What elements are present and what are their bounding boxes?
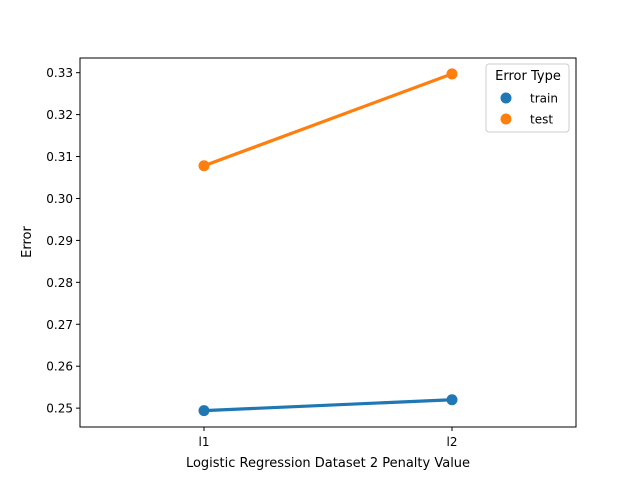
data-point-train	[446, 394, 458, 406]
series-layer	[198, 68, 458, 417]
legend-marker-train	[500, 92, 512, 104]
legend-label-test: test	[530, 113, 553, 127]
data-point-test	[446, 68, 458, 80]
y-tick-label: 0.33	[46, 66, 73, 80]
y-tick-label: 0.26	[46, 360, 73, 374]
legend-title: Error Type	[495, 69, 561, 84]
plot-frame	[79, 57, 577, 428]
y-axis: 0.25 0.26 0.27 0.28 0.29 0.30 0.31 0.32 0.33	[46, 66, 80, 416]
data-point-test	[198, 160, 210, 172]
x-axis-label: Logistic Regression Dataset 2 Penalty Va…	[186, 456, 470, 471]
series-line-train	[202, 398, 454, 413]
legend: Error Type train test	[485, 63, 570, 133]
y-tick-label: 0.29	[46, 234, 73, 248]
y-tick-label: 0.32	[46, 108, 73, 122]
legend-label-train: train	[530, 92, 558, 106]
legend-marker-test	[500, 113, 512, 125]
data-point-train	[198, 405, 210, 417]
x-tick-label: l1	[199, 435, 210, 449]
x-axis: l1 l2	[199, 427, 458, 449]
y-tick-label: 0.31	[46, 150, 73, 164]
y-axis-label: Error	[20, 226, 35, 258]
y-tick-label: 0.30	[46, 192, 73, 206]
y-tick-label: 0.25	[46, 402, 73, 416]
y-tick-label: 0.28	[46, 276, 73, 290]
x-tick-label: l2	[447, 435, 458, 449]
series-line-test	[202, 72, 454, 168]
y-tick-label: 0.27	[46, 318, 73, 332]
legend-items: train test	[500, 92, 558, 127]
